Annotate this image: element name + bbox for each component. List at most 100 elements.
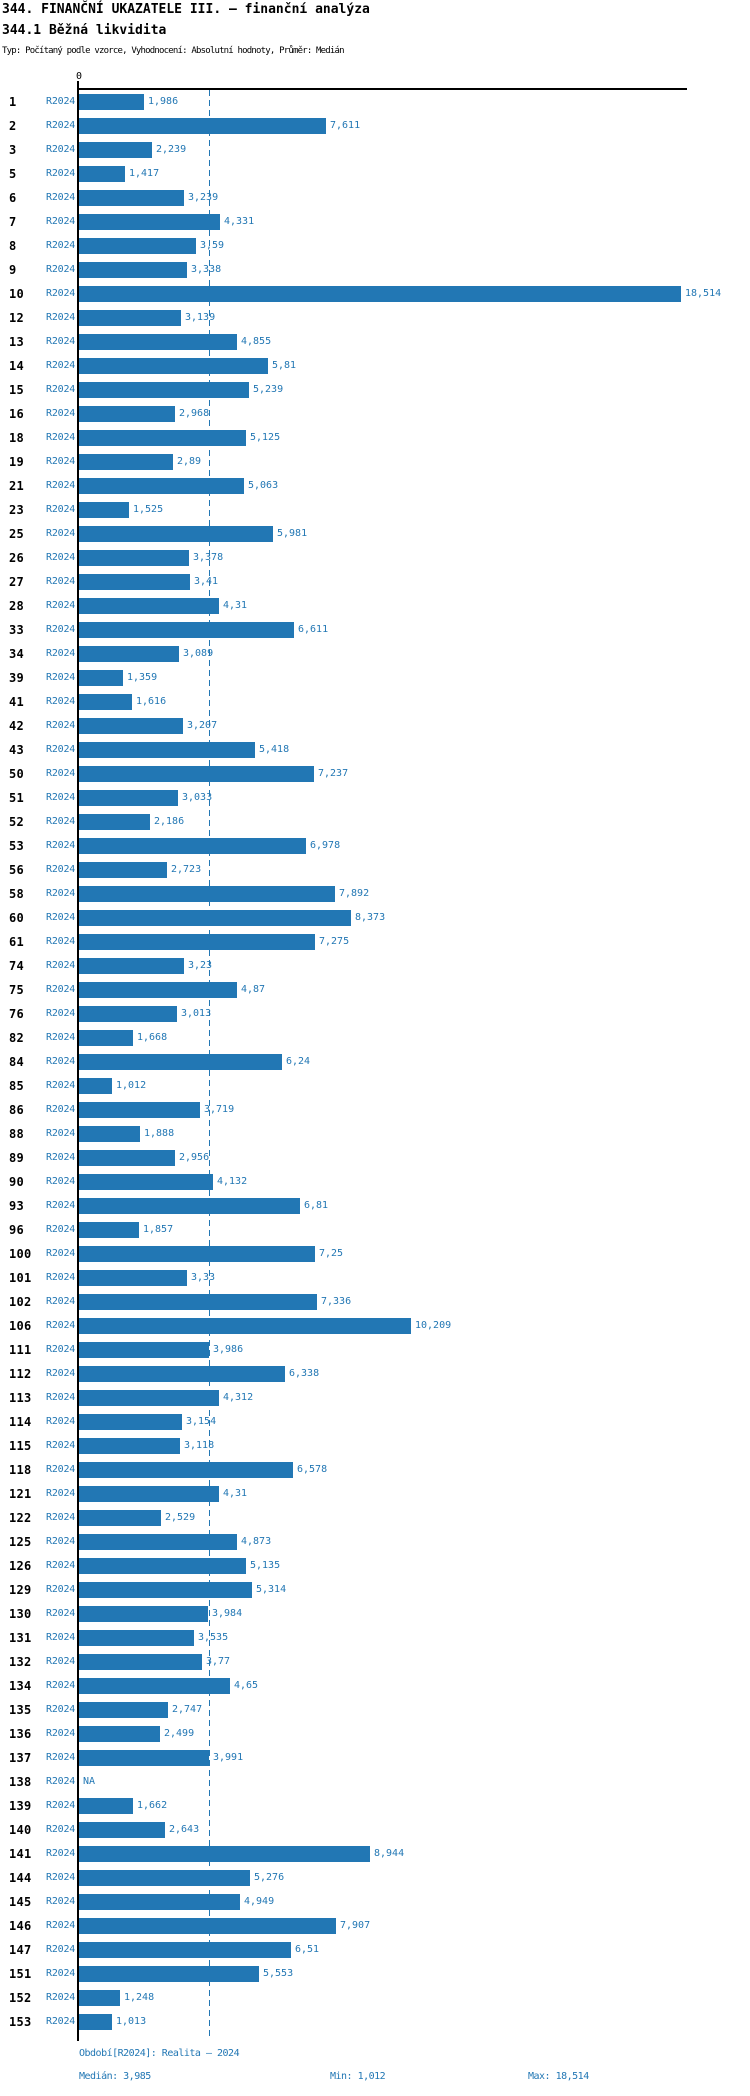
- bar-value-label: 7,237: [318, 768, 349, 779]
- bar: [79, 1846, 370, 1862]
- row-number: 89: [9, 1151, 25, 1165]
- series-label: R2024: [46, 192, 76, 203]
- series-label: R2024: [46, 768, 76, 779]
- bar-row: 75 R2024 4,87: [0, 978, 750, 1002]
- bar-value-label: 1,359: [127, 672, 158, 683]
- series-label: R2024: [46, 1392, 76, 1403]
- bar-row: 152 R2024 1,248: [0, 1986, 750, 2010]
- bar-row: 74 R2024 3,23: [0, 954, 750, 978]
- row-number: 125: [9, 1535, 32, 1549]
- bar: [79, 454, 173, 470]
- bar-row: 101 R2024 3,33: [0, 1266, 750, 1290]
- indicator-title: 344.1 Běžná likvidita: [2, 23, 167, 38]
- bar: [79, 862, 167, 878]
- bar-value-label: 3,013: [181, 1008, 212, 1019]
- bar-row: 135 R2024 2,747: [0, 1698, 750, 1722]
- bar-value-label: 4,949: [244, 1896, 275, 1907]
- bar: [79, 406, 175, 422]
- row-number: 118: [9, 1463, 32, 1477]
- bar-value-label: 18,514: [685, 288, 722, 299]
- bar-row: 23 R2024 1,525: [0, 498, 750, 522]
- bar-value-label: 7,336: [321, 1296, 352, 1307]
- series-label: R2024: [46, 1512, 76, 1523]
- bar: [79, 166, 125, 182]
- row-number: 141: [9, 1847, 32, 1861]
- bar-row: 16 R2024 2,968: [0, 402, 750, 426]
- bar-value-label: 3,139: [185, 312, 216, 323]
- series-label: R2024: [46, 888, 76, 899]
- row-number: 13: [9, 335, 25, 349]
- report-title: 344. FINANČNÍ UKAZATELE III. – finanční …: [2, 2, 370, 17]
- bar-row: 134 R2024 4,65: [0, 1674, 750, 1698]
- series-label: R2024: [46, 1752, 76, 1763]
- series-label: R2024: [46, 1968, 76, 1979]
- bar-value-label: 3,154: [186, 1416, 217, 1427]
- bar: [79, 1678, 230, 1694]
- bar-row: 122 R2024 2,529: [0, 1506, 750, 1530]
- series-label: R2024: [46, 408, 76, 419]
- row-number: 53: [9, 839, 25, 853]
- bar-row: 151 R2024 5,553: [0, 1962, 750, 1986]
- series-label: R2024: [46, 576, 76, 587]
- bar: [79, 214, 220, 230]
- row-number: 75: [9, 983, 25, 997]
- bar-value-label: 3,033: [182, 792, 213, 803]
- bar-value-label: 3,338: [191, 264, 222, 275]
- bar-row: 14 R2024 5,81: [0, 354, 750, 378]
- bar-row: 9 R2024 3,338: [0, 258, 750, 282]
- series-label: R2024: [46, 936, 76, 947]
- series-label: R2024: [46, 432, 76, 443]
- bar-row: 153 R2024 1,013: [0, 2010, 750, 2034]
- bar-row: 113 R2024 4,312: [0, 1386, 750, 1410]
- series-label: R2024: [46, 696, 76, 707]
- bar-value-label: 8,944: [374, 1848, 405, 1859]
- row-number: 121: [9, 1487, 32, 1501]
- bar-value-label: 4,312: [223, 1392, 254, 1403]
- bar: [79, 190, 184, 206]
- series-label: R2024: [46, 1680, 76, 1691]
- bar-row: 53 R2024 6,978: [0, 834, 750, 858]
- row-number: 130: [9, 1607, 32, 1621]
- series-label: R2024: [46, 1152, 76, 1163]
- series-label: R2024: [46, 1728, 76, 1739]
- series-label: R2024: [46, 144, 76, 155]
- series-label: R2024: [46, 312, 76, 323]
- bar-value-label: 1,248: [124, 1992, 155, 2003]
- bar: [79, 1078, 112, 1094]
- series-label: R2024: [46, 504, 76, 515]
- series-label: R2024: [46, 1272, 76, 1283]
- bar-value-label: 6,611: [298, 624, 329, 635]
- bar-row: 25 R2024 5,981: [0, 522, 750, 546]
- bar: [79, 502, 129, 518]
- bar-value-label: 4,873: [241, 1536, 272, 1547]
- bar-row: 132 R2024 3,77: [0, 1650, 750, 1674]
- bar-value-label: 5,276: [254, 1872, 285, 1883]
- row-number: 41: [9, 695, 25, 709]
- bar-value-label: 2,643: [169, 1824, 200, 1835]
- bar-value-label: 3,77: [206, 1656, 231, 1667]
- bar-row: 10 R2024 18,514: [0, 282, 750, 306]
- bar-row: 115 R2024 3,118: [0, 1434, 750, 1458]
- bar: [79, 1006, 177, 1022]
- series-label: R2024: [46, 1896, 76, 1907]
- bar-row: 131 R2024 3,535: [0, 1626, 750, 1650]
- series-label: R2024: [46, 168, 76, 179]
- bar-value-label: 1,857: [143, 1224, 174, 1235]
- bar: [79, 310, 181, 326]
- series-label: R2024: [46, 672, 76, 683]
- series-label: R2024: [46, 288, 76, 299]
- series-label: R2024: [46, 336, 76, 347]
- row-number: 2: [9, 119, 17, 133]
- series-label: R2024: [46, 216, 76, 227]
- bar: [79, 1630, 194, 1646]
- row-number: 138: [9, 1775, 32, 1789]
- bar: [79, 1726, 160, 1742]
- bar: [79, 1606, 208, 1622]
- bar: [79, 1822, 165, 1838]
- bar-value-label: 6,578: [297, 1464, 328, 1475]
- bar-value-label: 3,986: [213, 1344, 244, 1355]
- x-axis-line: [78, 88, 687, 90]
- bar: [79, 1102, 200, 1118]
- series-label: R2024: [46, 480, 76, 491]
- bar-row: 28 R2024 4,31: [0, 594, 750, 618]
